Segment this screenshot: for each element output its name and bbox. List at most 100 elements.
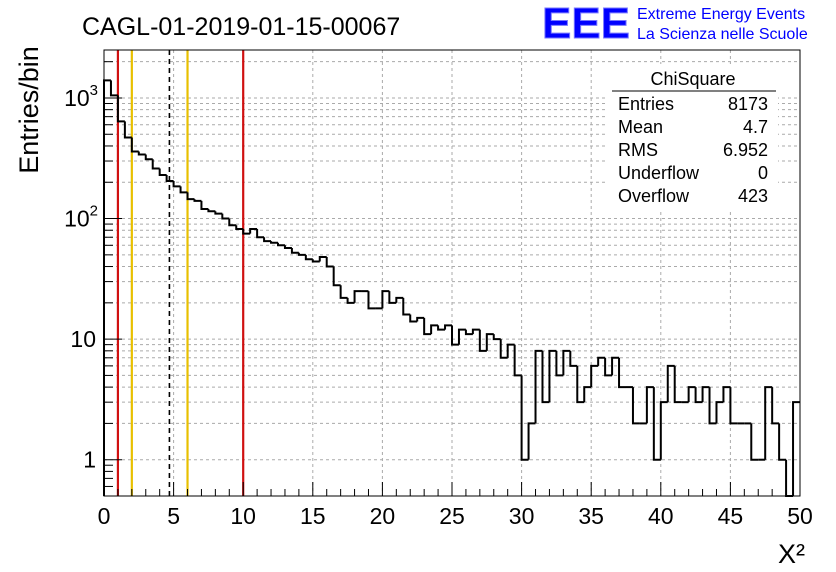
logo-line-2: La Scienza nelle Scuole [637, 26, 808, 43]
histogram-bin [116, 95, 125, 123]
histogram-bin [444, 324, 452, 330]
histogram-bin [729, 387, 738, 425]
histogram-bin [451, 325, 459, 346]
histogram-bin [576, 365, 585, 404]
histogram-bin [694, 387, 703, 404]
histogram-bin [437, 325, 446, 331]
histogram-bin [395, 296, 404, 303]
histogram-bin [430, 324, 439, 335]
histogram-bin [457, 328, 466, 345]
histogram-bin [311, 259, 320, 263]
reference-lines [116, 50, 245, 496]
histogram-bin [708, 387, 717, 425]
histogram-bin [388, 291, 397, 304]
x-tick-label: 15 [300, 503, 326, 529]
histogram-bin [242, 228, 251, 235]
y-tick-label: 102 [64, 203, 98, 232]
histogram-bin [277, 242, 285, 247]
x-tick-label: 10 [230, 503, 256, 529]
histogram-bin [172, 180, 181, 188]
histogram-bin [283, 245, 292, 249]
histogram-bin [151, 159, 160, 170]
histogram-bin [478, 329, 487, 352]
histogram-bin [492, 334, 501, 341]
histogram-bin [423, 317, 432, 336]
histogram-bin [304, 254, 313, 261]
histogram-bin [778, 423, 787, 461]
histogram-bin [701, 386, 710, 403]
x-tick-label: 50 [787, 503, 813, 529]
histogram-bin [325, 256, 334, 268]
run-title: CAGL-01-2019-01-15-00067 [82, 13, 400, 41]
histogram-bin [381, 290, 390, 309]
histogram-bin [583, 386, 592, 403]
histogram-bin [541, 350, 550, 404]
histogram-bin [332, 266, 341, 287]
histogram-bin [137, 151, 146, 156]
histogram-bin [590, 364, 599, 388]
stats-value-entries: 8173 [728, 94, 768, 114]
histogram-bin [297, 252, 306, 256]
y-tick-label: 103 [64, 82, 98, 111]
histogram-bin [513, 344, 522, 377]
histogram-bin [228, 218, 237, 227]
histogram-bin [604, 357, 613, 377]
histogram-bin [214, 211, 223, 215]
stats-value-rms: 6.952 [723, 140, 768, 160]
x-tick-label: 5 [167, 503, 180, 529]
y-axis-label: Entries/bin [14, 46, 44, 174]
stats-box-background [608, 64, 778, 212]
histogram-bin [673, 365, 682, 404]
histogram-bin [715, 401, 724, 424]
histogram-bin [597, 356, 606, 366]
histogram-bin [792, 401, 800, 496]
histogram-bin [416, 316, 425, 322]
x-tick-label: 30 [509, 503, 535, 529]
histogram-bin [207, 209, 216, 213]
histogram-bin [618, 357, 626, 389]
histogram-bin [506, 343, 515, 358]
y-tick-label: 10 [70, 326, 96, 352]
histogram-bin [569, 350, 578, 367]
histogram-bin [179, 186, 188, 194]
histogram-bin [130, 137, 139, 153]
x-tick-label: 40 [648, 503, 674, 529]
histogram-bin [687, 386, 696, 403]
x-tick-label: 45 [718, 503, 744, 529]
histogram-bin [123, 121, 132, 139]
histogram-bin [353, 290, 362, 303]
histogram-bin [555, 350, 564, 377]
histogram-bin [200, 200, 209, 211]
histogram-bin [652, 387, 661, 461]
histogram-bin [270, 241, 278, 244]
stats-value-overflow: 423 [738, 186, 768, 206]
histogram-bin [631, 387, 640, 425]
histogram-bin [409, 314, 418, 323]
x-tick-label: 35 [578, 503, 604, 529]
y-tick-labels: 1 10 102 103 [64, 82, 98, 473]
logo-line-1: Extreme Energy Events [637, 6, 805, 23]
histogram-bin [562, 349, 571, 376]
histogram-bin [520, 375, 529, 461]
stats-label-mean: Mean [618, 117, 663, 137]
histogram-bin [611, 356, 620, 376]
axis-ticks [103, 61, 801, 497]
histogram-bin [485, 333, 494, 351]
histogram-bin [722, 386, 731, 403]
histogram-bin [764, 386, 773, 460]
histogram-bin [221, 213, 230, 220]
histogram-bin [367, 291, 376, 310]
stats-value-mean: 4.7 [743, 117, 768, 137]
x-tick-label: 20 [370, 503, 396, 529]
histogram-bin [235, 225, 244, 230]
histogram-bin [659, 401, 668, 460]
histogram-bin [249, 227, 258, 234]
histogram-bin [548, 349, 557, 403]
histogram-bin [471, 328, 480, 335]
histogram-bin [645, 386, 654, 424]
stats-label-entries: Entries [618, 94, 674, 114]
histogram-bin [256, 228, 265, 239]
histogram-bin [499, 339, 508, 359]
histogram-bin [666, 364, 675, 403]
x-axis-label: X² [778, 539, 805, 569]
